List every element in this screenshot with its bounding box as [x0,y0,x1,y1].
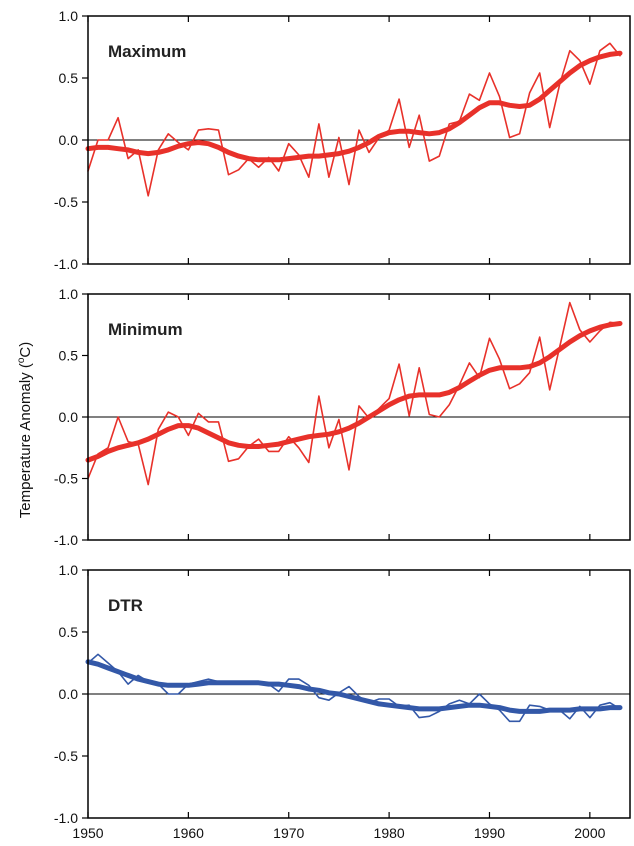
y-tick-label: -1.0 [54,810,78,826]
y-tick-label: 0.0 [59,132,79,148]
y-tick-label: -0.5 [54,748,78,764]
y-tick-label: 0.5 [59,348,79,364]
y-tick-label: -1.0 [54,532,78,548]
y-tick-label: 0.0 [59,409,79,425]
panel-title: Maximum [108,42,186,61]
panel-title: DTR [108,596,143,615]
panel-title: Minimum [108,320,183,339]
panel-maximum: 1.0 0.5 0.0 -0.5 -1.0 Maximum [54,8,631,272]
y-tick-label: 1.0 [59,562,79,578]
x-tick-label: 1980 [374,825,405,841]
y-tick-label: 1.0 [59,286,79,302]
y-tick-label: -1.0 [54,256,78,272]
y-tick-label: 0.5 [59,624,79,640]
y-tick-label: 0.5 [59,70,79,86]
y-tick-label: -0.5 [54,194,78,210]
x-tick-label: 1950 [72,825,103,841]
series-smoothed-line [85,50,623,163]
series-smoothed-line [85,659,623,714]
x-tick-label: 1990 [474,825,505,841]
y-tick-label: 1.0 [59,8,79,24]
series-annual-line [87,42,621,197]
y-axis-label: Temperature Anomaly (oC) [16,342,34,518]
panel-dtr: 1.0 0.5 0.0 -0.5 -1.0 DTR 1950 1960 1970 1980 1990… [54,562,631,841]
y-tick-label: 0.0 [59,686,79,702]
x-tick-label: 2000 [574,825,605,841]
panel-minimum: 1.0 0.5 0.0 -0.5 -1.0 Minimum [54,286,631,548]
x-tick-label: 1960 [173,825,204,841]
series-annual-line [87,653,621,723]
series-smoothed-line [85,321,623,463]
x-tick-label: 1970 [273,825,304,841]
y-tick-label: -0.5 [54,471,78,487]
